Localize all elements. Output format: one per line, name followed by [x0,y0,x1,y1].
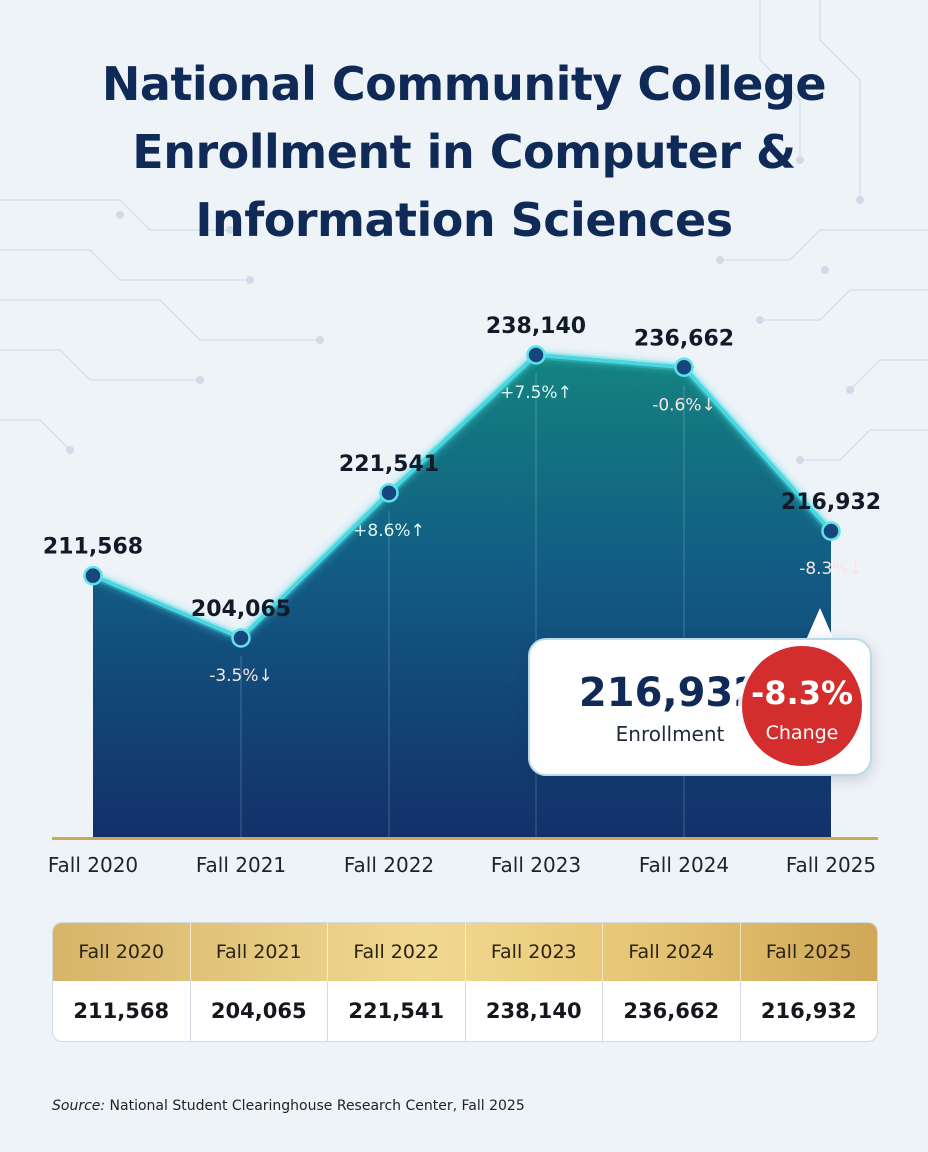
x-tick-label: Fall 2020 [48,853,138,877]
table-header-cell: Fall 2021 [191,923,328,981]
x-tick-label: Fall 2022 [344,853,434,877]
chart-title: National Community College Enrollment in… [0,50,928,254]
x-tick-label: Fall 2024 [639,853,729,877]
value-label: 238,140 [486,314,586,339]
table-header-row: Fall 2020 Fall 2021 Fall 2022 Fall 2023 … [53,923,877,981]
change-badge: -8.3% Change [742,646,862,766]
value-label: 211,568 [43,535,143,560]
value-label: 236,662 [634,326,734,351]
x-tick-label: Fall 2023 [491,853,581,877]
table-header-cell: Fall 2020 [53,923,191,981]
change-label: +8.6%↑ [353,521,425,541]
table-cell: 216,932 [760,999,857,1023]
latest-enrollment-callout: 216,932 Enrollment -8.3% Change [528,638,872,776]
table-header-cell: Fall 2025 [765,941,852,963]
table-cell: 211,568 [53,981,191,1041]
callout-label: Enrollment [615,722,725,746]
change-badge-label: Change [765,722,839,744]
x-tick-label: Fall 2021 [196,853,286,877]
change-label: +7.5%↑ [500,383,572,403]
table-cell: 236,662 [603,981,741,1041]
title-line-3: Information Sciences [195,193,733,247]
series-line [92,352,833,641]
data-point [83,565,103,586]
title-line-2: Enrollment in Computer & [132,125,796,179]
source-label: Source: [52,1098,106,1114]
table-header-cell: Fall 2023 [466,923,603,981]
change-label: -3.5%↓ [209,666,273,686]
value-label: 221,541 [339,452,439,477]
title-line-1: National Community College [101,57,827,111]
source-text: National Student Clearinghouse Research … [105,1098,525,1114]
callout-value: 216,932 [578,670,762,716]
source-note: Source: National Student Clearinghouse R… [52,1098,525,1114]
data-point [526,345,546,365]
data-point [821,521,841,541]
table-header-cell: Fall 2022 [328,923,466,981]
table-row: 211,568 204,065 221,541 238,140 236,662 … [53,981,877,1041]
value-label: 216,932 [781,490,881,515]
table-cell: 221,541 [328,981,466,1041]
callout-pointer [806,608,834,640]
x-tick-label: Fall 2025 [786,853,876,877]
change-label: -8.3%↓ [799,559,863,579]
data-point [674,357,694,378]
table-cell: 238,140 [466,981,603,1041]
value-label: 204,065 [191,597,291,622]
enrollment-table: Fall 2020 Fall 2021 Fall 2022 Fall 2023 … [52,922,878,1042]
table-cell: 204,065 [191,981,328,1041]
data-point [379,483,399,503]
data-point [231,628,251,648]
change-badge-value: -8.3% [750,674,854,712]
change-label: -0.6%↓ [652,395,716,415]
table-header-cell: Fall 2024 [603,923,741,981]
